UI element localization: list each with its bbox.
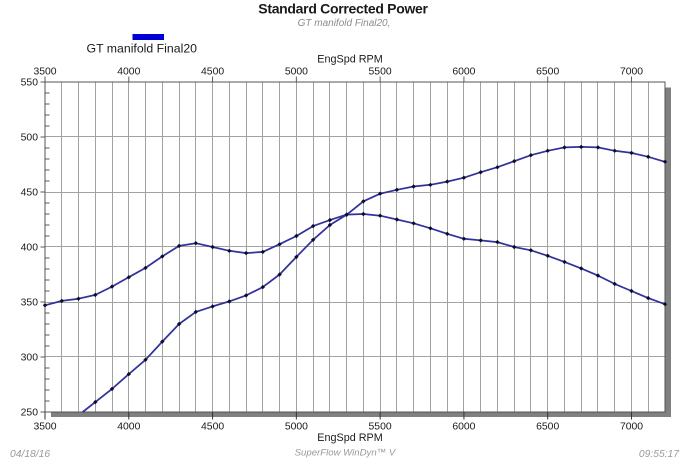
- svg-text:09:55:17: 09:55:17: [639, 449, 680, 459]
- svg-text:5000: 5000: [285, 422, 308, 433]
- svg-text:4000: 4000: [117, 422, 140, 433]
- svg-text:250: 250: [21, 408, 39, 419]
- svg-text:3500: 3500: [33, 67, 56, 78]
- svg-text:4500: 4500: [201, 422, 224, 433]
- svg-text:EngSpd RPM: EngSpd RPM: [317, 54, 382, 66]
- svg-text:EngSpd RPM: EngSpd RPM: [317, 432, 382, 444]
- svg-text:450: 450: [21, 188, 39, 199]
- svg-text:5500: 5500: [369, 422, 392, 433]
- svg-text:4000: 4000: [117, 67, 140, 78]
- svg-text:6000: 6000: [452, 67, 475, 78]
- svg-text:04/18/16: 04/18/16: [10, 449, 50, 459]
- svg-text:300: 300: [21, 353, 39, 364]
- svg-text:400: 400: [21, 243, 39, 254]
- svg-text:5500: 5500: [369, 67, 392, 78]
- svg-text:3500: 3500: [33, 422, 56, 433]
- svg-text:7000: 7000: [620, 67, 643, 78]
- svg-text:GT manifold Final20: GT manifold Final20: [87, 42, 198, 56]
- svg-text:500: 500: [21, 133, 39, 144]
- svg-text:6500: 6500: [536, 67, 559, 78]
- svg-text:5000: 5000: [285, 67, 308, 78]
- svg-text:7000: 7000: [620, 422, 643, 433]
- svg-text:6500: 6500: [536, 422, 559, 433]
- svg-text:GT manifold Final20,: GT manifold Final20,: [298, 18, 391, 29]
- svg-text:SuperFlow WinDyn™ V: SuperFlow WinDyn™ V: [295, 448, 397, 459]
- svg-text:4500: 4500: [201, 67, 224, 78]
- svg-text:550: 550: [21, 78, 39, 89]
- svg-text:Standard Corrected Power: Standard Corrected Power: [258, 1, 428, 17]
- svg-text:350: 350: [21, 298, 39, 309]
- svg-text:6000: 6000: [452, 422, 475, 433]
